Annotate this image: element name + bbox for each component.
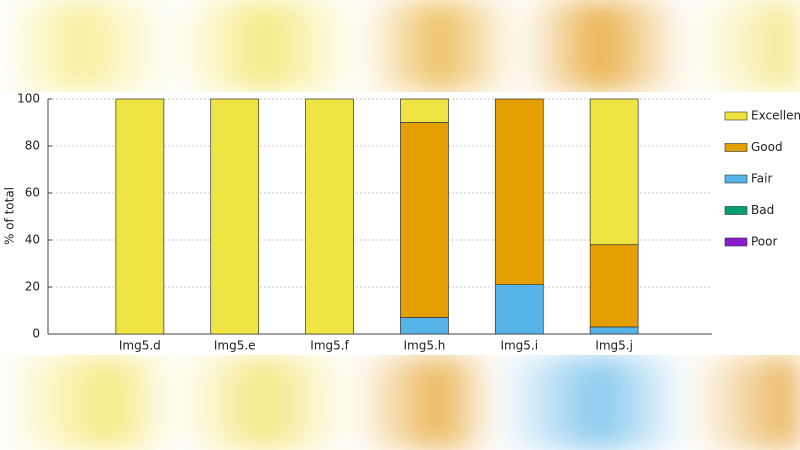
legend-label: Poor — [751, 235, 777, 249]
y-tick-label: 0 — [32, 327, 40, 341]
blurred-background — [0, 356, 800, 450]
legend-swatch — [724, 143, 748, 152]
bar-segment — [400, 98, 449, 123]
bar-segment — [400, 122, 449, 318]
bar-segment — [589, 326, 639, 335]
x-tick-label: Img5.e — [214, 339, 256, 353]
blurred-background — [0, 0, 800, 92]
bar-segment — [494, 98, 544, 285]
legend-swatch — [724, 206, 748, 215]
y-axis-label: % of total — [3, 187, 17, 245]
x-tick-label: Img5.h — [403, 339, 445, 353]
y-tick-label: 40 — [25, 233, 40, 247]
legend-swatch — [724, 237, 748, 247]
bar-segment — [589, 244, 639, 328]
legend-label: Bad — [751, 203, 774, 217]
legend-swatch — [724, 111, 748, 121]
bar-segment — [115, 98, 165, 335]
x-tick-label: Img5.d — [119, 339, 161, 353]
y-tick-label: 20 — [25, 280, 40, 294]
x-tick-label: Img5.i — [500, 339, 538, 353]
x-tick-label: Img5.j — [595, 339, 633, 353]
bar-segment — [210, 98, 260, 335]
legend-label: Good — [751, 140, 783, 154]
y-tick-label: 100 — [17, 92, 40, 106]
x-tick-label: Img5.f — [310, 339, 349, 353]
legend-label: Fair — [751, 172, 772, 186]
bar-segment — [589, 98, 639, 246]
y-tick-label: 80 — [25, 139, 40, 153]
bar-segment — [305, 98, 354, 335]
y-tick-label: 60 — [25, 186, 40, 200]
legend-label: Excellent — [751, 109, 800, 123]
bar-segment — [400, 317, 449, 335]
bar-segment — [494, 284, 544, 335]
legend-swatch — [724, 174, 748, 184]
